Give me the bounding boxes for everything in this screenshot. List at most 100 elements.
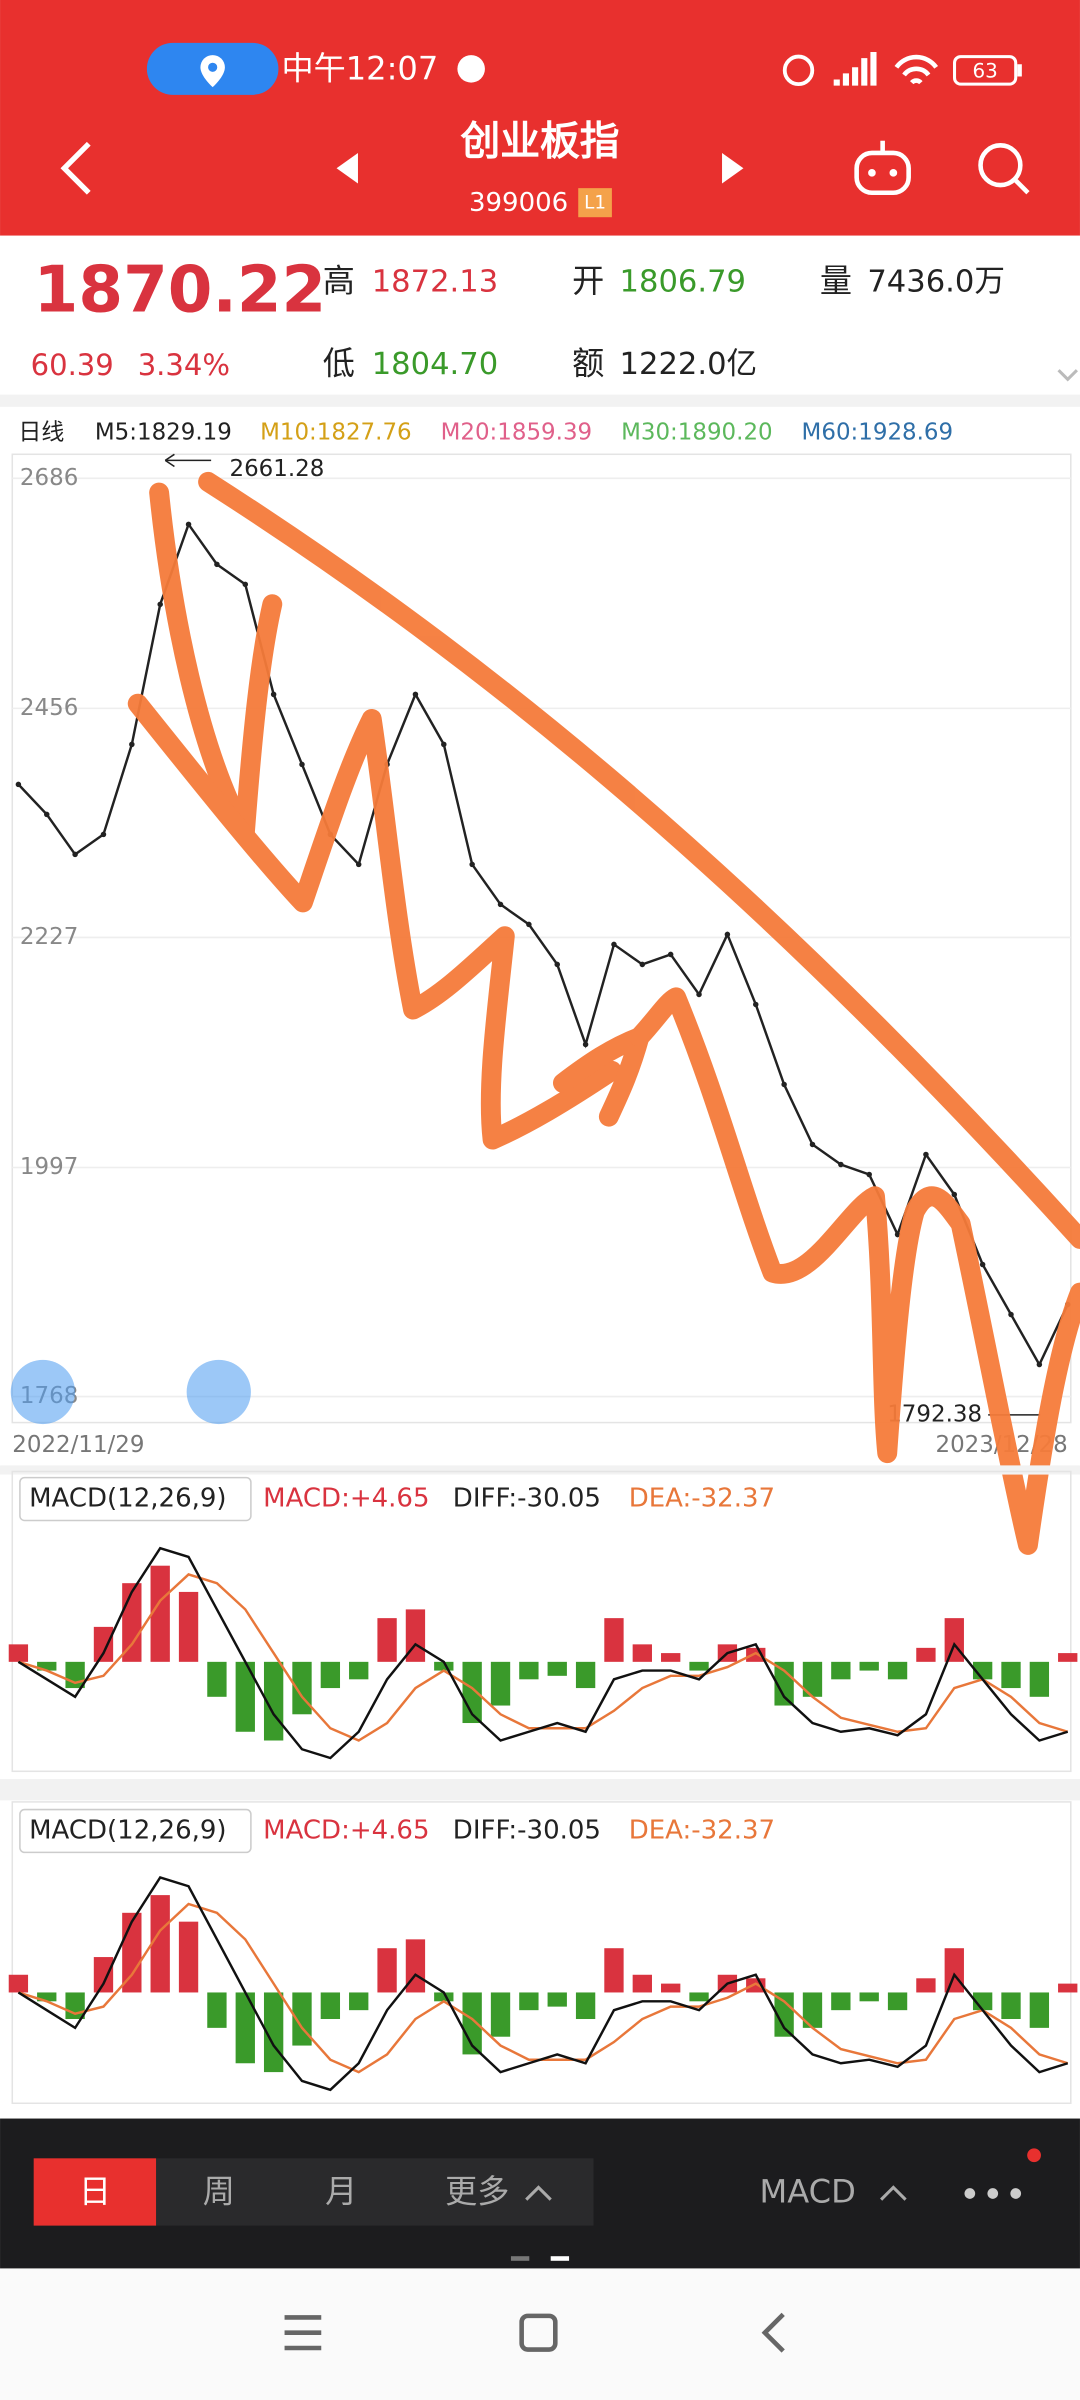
period-tab[interactable]: 周: [203, 2172, 235, 2210]
price-point: [100, 831, 107, 838]
ma-label: M5:1829.19: [95, 419, 232, 445]
start-date: 2022/11/29: [12, 1432, 144, 1458]
diff-line: [17, 1546, 1069, 1760]
wifi-icon: [894, 54, 939, 85]
period-tab[interactable]: 更多: [445, 2172, 509, 2210]
annotation-strokes: [127, 471, 1080, 1555]
price-point: [129, 741, 135, 748]
indicator-chevron: [880, 2185, 907, 2201]
macd-bar: [944, 1618, 964, 1662]
price-point: [611, 941, 617, 948]
zoom-expand[interactable]: [186, 1359, 251, 1425]
macd-frame: [11, 1470, 1072, 1773]
price-point: [979, 1261, 986, 1268]
price-point: [185, 521, 192, 528]
divider: [0, 1465, 1080, 1475]
price-point: [923, 1151, 929, 1158]
next-button[interactable]: [722, 152, 744, 184]
expand-icon[interactable]: [1057, 369, 1078, 382]
price-point: [412, 691, 419, 698]
nav-home[interactable]: [519, 2313, 558, 2352]
macd-bar: [349, 1661, 369, 1680]
high-label: 高: [323, 262, 355, 300]
macd-bar: [320, 1992, 341, 2020]
ma-label: M30:1890.20: [621, 419, 773, 445]
macd-value: MACD:+4.65: [263, 1484, 429, 1514]
price-point: [214, 561, 220, 568]
more-chevron: [525, 2185, 552, 2201]
low-marker: 1792.38: [887, 1401, 982, 1427]
nav-bg: [0, 2268, 1080, 2400]
diff-value: DIFF:-30.05: [453, 1815, 601, 1845]
volume-label: 量: [820, 262, 852, 300]
macd-bar: [859, 1661, 879, 1671]
macd-bar: [1029, 1992, 1050, 2028]
price-change: 60.39: [31, 348, 114, 382]
back-button[interactable]: [60, 141, 91, 195]
tab-active-bg: [33, 2158, 157, 2226]
more-menu[interactable]: [964, 2188, 1022, 2199]
macd-bar: [519, 1661, 539, 1680]
price-point: [696, 991, 702, 998]
macd-frame: [11, 1801, 1072, 2105]
macd-bar: [1029, 1661, 1050, 1697]
y-tick-label: 2227: [20, 924, 78, 950]
ma-label: M20:1859.39: [441, 419, 593, 445]
macd-bar: [916, 1647, 936, 1662]
diff-line: [17, 1875, 1069, 2092]
page-dot-active: [550, 2256, 570, 2261]
price-point: [469, 861, 475, 868]
price-point: [582, 1041, 589, 1048]
nav-menu[interactable]: [284, 2315, 322, 2351]
low-label: 低: [323, 345, 355, 383]
dea-line: [18, 1573, 1069, 1742]
macd-bar: [207, 1661, 227, 1697]
battery-icon: [953, 55, 1018, 86]
prev-button[interactable]: [336, 152, 358, 184]
macd-bar: [887, 1661, 908, 1680]
open-value: 1806.79: [620, 264, 746, 299]
zoom-left[interactable]: [10, 1359, 75, 1425]
macd-bar: [377, 1618, 397, 1662]
status-time: 中午12:07: [281, 49, 438, 87]
tab-group-bg: [156, 2158, 594, 2226]
macd-bar: [547, 1992, 567, 2007]
high-marker: 2661.28: [229, 456, 324, 482]
macd-bar: [916, 1978, 936, 1993]
search-icon[interactable]: [978, 143, 1030, 195]
notify-dot: [1027, 2148, 1041, 2163]
macd-bar: [377, 1948, 397, 1993]
macd-bar: [632, 1644, 652, 1662]
nav-back[interactable]: [761, 2312, 785, 2353]
macd-panels: MACD(12,26,9) MACD:+4.65 DIFF:-30.05 DEA:-3…: [8, 1476, 1078, 2092]
page-dot: [510, 2256, 530, 2261]
indicator-button[interactable]: MACD: [760, 2172, 856, 2210]
macd-bar: [887, 1992, 908, 2011]
dea-value: DEA:-32.37: [629, 1815, 775, 1845]
macd-bar: [150, 1895, 170, 1993]
macd-bar: [632, 1974, 652, 1993]
divider: [0, 1778, 1080, 1801]
macd-bar: [93, 1957, 114, 1993]
macd-bar: [207, 1992, 227, 2028]
battery-tip: [1017, 64, 1022, 77]
ma-legend: M5:1829.19 M10:1827.76 M20:1859.39 M30:1890…: [95, 419, 953, 445]
macd-bar: [434, 1992, 454, 2002]
macd-bar: [774, 1661, 794, 1706]
price-point: [299, 761, 305, 768]
macd-bar: [8, 1644, 29, 1662]
period-tab[interactable]: 日: [79, 2172, 111, 2210]
macd-bar: [547, 1661, 567, 1676]
macd-bar: [831, 1661, 851, 1680]
macd-bar: [661, 1653, 681, 1662]
macd-bar: [320, 1661, 341, 1689]
alarm-icon: [782, 54, 815, 87]
price-point: [667, 951, 674, 958]
index-code: 399006: [469, 188, 568, 218]
robot-icon[interactable]: [854, 140, 911, 196]
high-arrow-head: [164, 453, 175, 468]
badge-bg: [578, 188, 612, 218]
macd-bar: [490, 1661, 511, 1706]
period-tab[interactable]: 月: [325, 2172, 357, 2210]
